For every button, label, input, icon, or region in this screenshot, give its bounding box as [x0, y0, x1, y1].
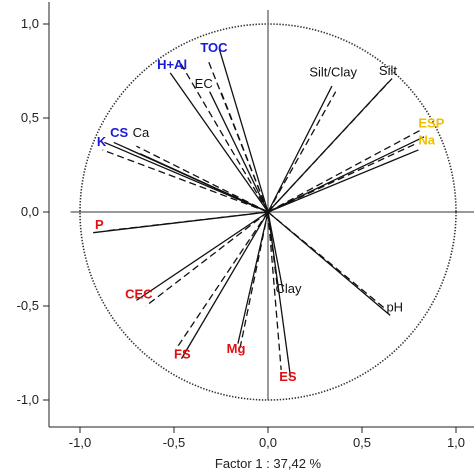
zero-axes-layer	[70, 10, 474, 400]
loading-vector-dashed-silt-clay	[267, 91, 337, 213]
loading-vector-dashed-ph	[267, 211, 387, 311]
loading-vector-dashed-mg	[239, 211, 269, 350]
y-tick-label: 0,0	[21, 204, 39, 219]
loading-vector-dashed-h-al	[179, 61, 269, 213]
variable-label-p: P	[95, 217, 104, 232]
variable-label-cs: CS	[110, 125, 128, 140]
x-tick-label: 1,0	[447, 435, 465, 450]
variable-label-silt: Silt	[379, 63, 397, 78]
loading-vector-dashed-cec	[145, 211, 269, 307]
x-tick-label: -1,0	[69, 435, 91, 450]
variable-label-toc: TOC	[200, 40, 228, 55]
variable-label-na: Na	[418, 132, 435, 147]
loading-vector-dashed-clay	[267, 211, 279, 288]
variable-label-mg: Mg	[227, 341, 246, 356]
loading-vector-ec	[209, 91, 269, 213]
loading-vector-cec	[136, 211, 269, 301]
loading-vector-dashed-ca	[136, 145, 269, 213]
loading-vector-dashed-esp	[267, 128, 423, 213]
x-tick-label: 0,5	[353, 435, 371, 450]
loading-vector-fs	[180, 211, 269, 359]
variable-labels-layer: TOC H+Al EC CS Ca K P CEC FS Mg ES Clay pH Silt/Clay S…	[95, 40, 445, 384]
variable-label-ca: Ca	[133, 125, 150, 140]
loading-vector-k	[104, 141, 269, 213]
loading-vectors-layer	[93, 48, 425, 378]
loading-vector-clay	[267, 211, 284, 292]
y-tick-label: -1,0	[17, 392, 39, 407]
variable-label-h-al: H+Al	[157, 57, 187, 72]
loading-vector-dashed-fs	[175, 211, 269, 350]
variable-label-esp: ESP	[418, 115, 444, 130]
variable-label-cec: CEC	[125, 286, 153, 301]
variable-label-k: K	[97, 134, 107, 149]
loading-vector-dashed-cs	[102, 149, 269, 213]
loading-vector-mg	[237, 211, 269, 344]
loading-vector-silt-clay	[267, 85, 333, 213]
loading-vector-dashed-silt	[267, 78, 393, 213]
ticks-layer: -1,0 -0,5 0,0 0,5 1,0 1,0 0,5 0,0 -0,5 -1,0	[17, 16, 465, 450]
loading-vector-dashed-p	[106, 211, 269, 232]
variable-label-es: ES	[279, 369, 297, 384]
x-axis-title: Factor 1 : 37,42 %	[215, 456, 322, 471]
plot-area	[48, 2, 474, 428]
loading-vector-dashed-es	[267, 211, 282, 370]
y-tick-label: -0,5	[17, 298, 39, 313]
variable-label-clay: Clay	[276, 281, 303, 296]
variable-label-ph: pH	[386, 300, 403, 315]
variable-label-fs: FS	[174, 347, 191, 362]
y-tick-label: 1,0	[21, 16, 39, 31]
variable-label-ec: EC	[195, 76, 213, 91]
x-tick-label: -0,5	[163, 435, 185, 450]
x-tick-label: 0,0	[259, 435, 277, 450]
loading-vector-h-al	[169, 72, 269, 213]
loading-vector-toc	[218, 48, 269, 213]
loading-vector-na	[267, 149, 419, 213]
y-tick-label: 0,5	[21, 110, 39, 125]
variable-label-silt-clay: Silt/Clay	[309, 65, 357, 80]
loading-vector-dashed-na	[267, 143, 415, 213]
